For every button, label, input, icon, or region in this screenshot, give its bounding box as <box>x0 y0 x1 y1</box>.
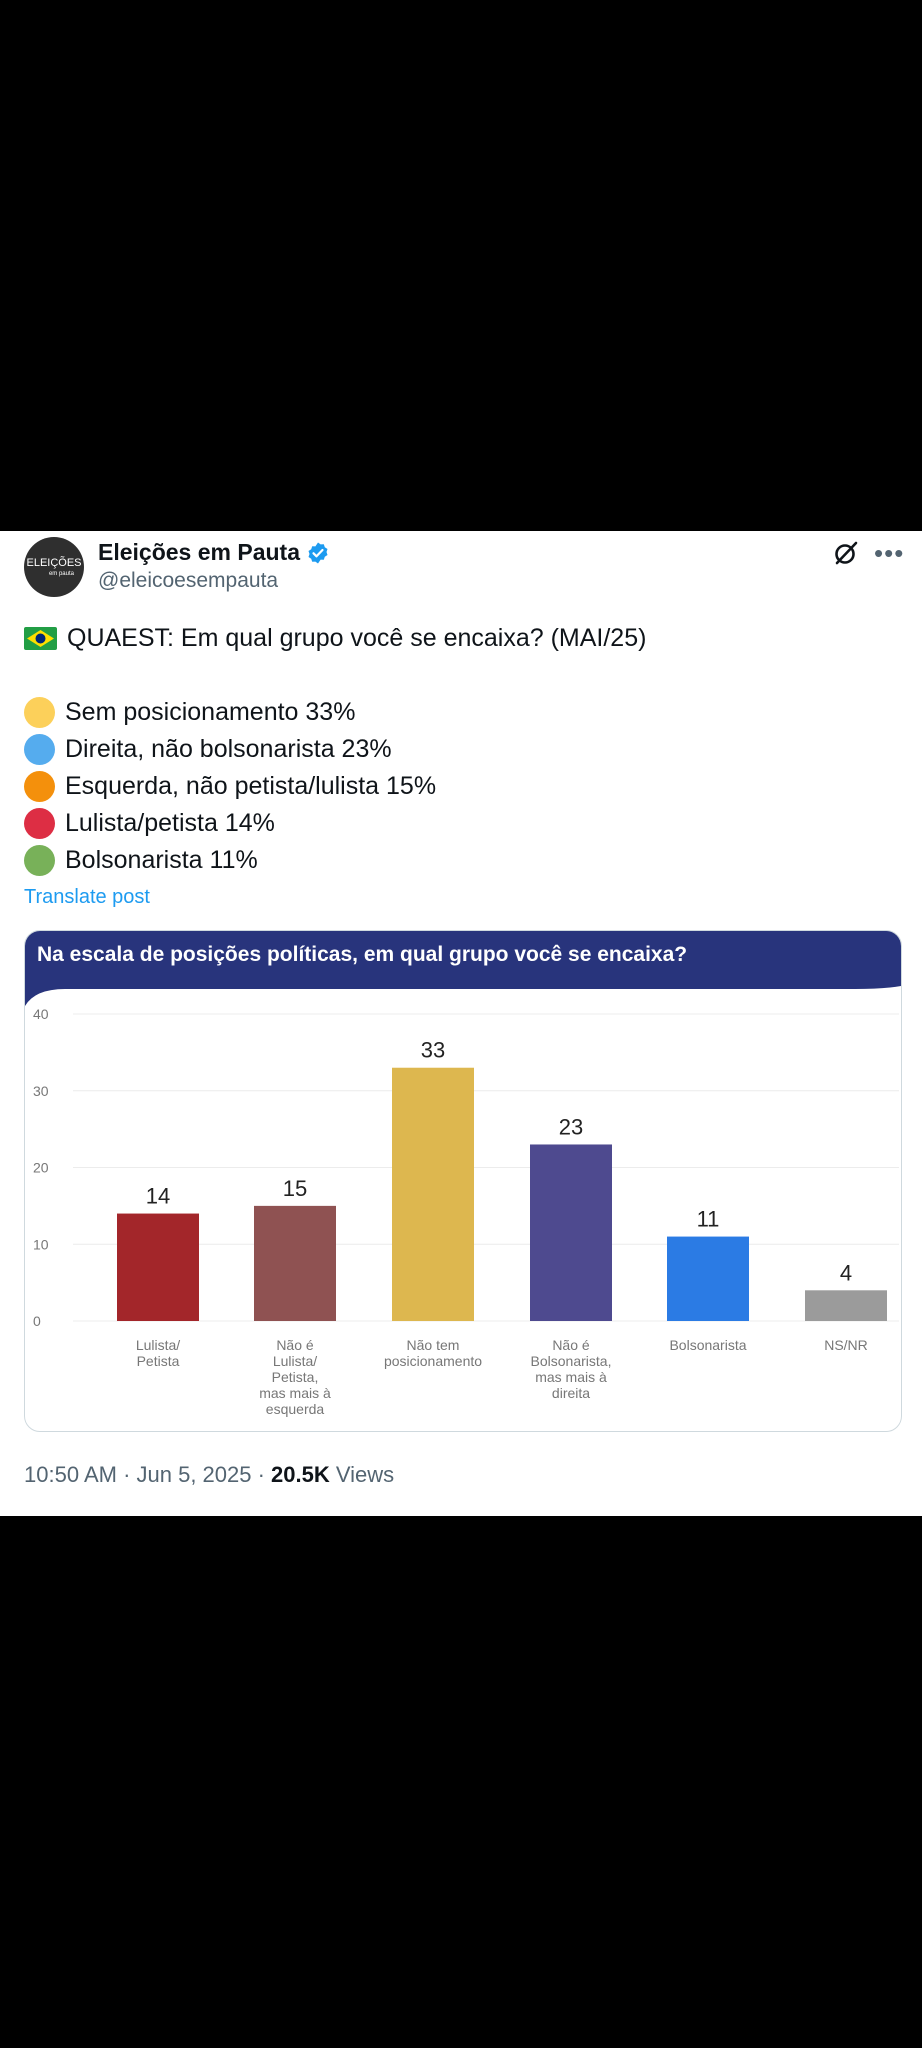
avatar-text: ELEIÇÕES <box>26 556 82 569</box>
author-avatar[interactable]: ELEIÇÕES em pauta <box>24 537 84 597</box>
bar-value-label: 33 <box>421 1038 445 1063</box>
tweet-list-text: Lulista/petista 14% <box>65 809 275 837</box>
x-tick-label: Lulista/Petista <box>136 1337 180 1369</box>
tweet-list-text: Esquerda, não petista/lulista 15% <box>65 772 437 800</box>
bar-value-label: 11 <box>697 1207 720 1232</box>
bar <box>805 1290 887 1321</box>
y-tick-label: 30 <box>33 1083 49 1099</box>
bar-value-label: 14 <box>146 1184 170 1209</box>
y-tick-label: 10 <box>33 1236 49 1252</box>
colored-circle-icon <box>24 771 55 802</box>
x-tick-label: Não é Lulista/Petista, mas mais à esquerda <box>259 1337 331 1417</box>
author-name-text: Eleições em Pauta <box>98 539 300 565</box>
views-label: Views <box>329 1462 395 1487</box>
bar <box>530 1144 612 1321</box>
card-header-banner <box>25 931 901 1006</box>
y-tick-label: 20 <box>33 1160 49 1176</box>
author-handle[interactable]: @eleicoesempauta <box>98 569 279 592</box>
more-icon[interactable]: ••• <box>874 538 905 568</box>
post-timestamp[interactable]: 10:50 AM · Jun 5, 2025 · <box>24 1462 272 1487</box>
author-name[interactable]: Eleições em Pauta <box>98 539 330 566</box>
bar-value-label: 23 <box>559 1114 583 1139</box>
bar <box>117 1213 199 1321</box>
grok-icon[interactable] <box>832 539 860 567</box>
tweet-headline: QUAEST: Em qual grupo você se encaixa? (… <box>24 624 646 653</box>
tweet-list-item: Bolsonarista 11% <box>24 845 258 876</box>
x-tick-label: Não tem posicionamento <box>384 1337 482 1369</box>
brazil-flag-icon <box>24 627 57 650</box>
tweet-list-text: Sem posicionamento 33% <box>65 698 356 726</box>
tweet-list-item: Direita, não bolsonarista 23% <box>24 734 392 765</box>
headline-text: QUAEST: Em qual grupo você se encaixa? (… <box>67 624 647 652</box>
colored-circle-icon <box>24 734 55 765</box>
bar-value-label: 4 <box>840 1260 852 1285</box>
tweet-list-text: Direita, não bolsonarista 23% <box>65 735 392 763</box>
views-count: 20.5K <box>271 1462 330 1487</box>
x-tick-label: Bolsonarista <box>669 1337 746 1353</box>
chart-title: Na escala de posições políticas, em qual… <box>37 943 688 966</box>
bar <box>667 1236 749 1321</box>
tweet-list-text: Bolsonarista 11% <box>65 846 258 874</box>
verified-badge-icon <box>308 542 328 563</box>
tweet-list-item: Esquerda, não petista/lulista 15% <box>24 771 436 802</box>
x-tick-label: NS/NR <box>824 1337 868 1353</box>
x-tick-label: Não é Bolsonarista, mas mais à direita <box>531 1337 612 1401</box>
tweet-list-item: Sem posicionamento 33% <box>24 697 355 728</box>
bar <box>254 1205 336 1321</box>
bar-chart: 0 10 20 30 40 14 Lulista/Petista 15 Não é Lulista… <box>25 931 901 1417</box>
colored-circle-icon <box>24 697 55 728</box>
colored-circle-icon <box>24 808 55 839</box>
bar <box>392 1067 474 1321</box>
avatar-subtext: em pauta <box>48 570 74 577</box>
bar-value-label: 15 <box>283 1176 307 1201</box>
translate-post-link[interactable]: Translate post <box>24 886 150 908</box>
tweet-list-item: Lulista/petista 14% <box>24 808 275 839</box>
colored-circle-icon <box>24 845 55 876</box>
post-meta: 10:50 AM · Jun 5, 2025 · 20.5K Views <box>24 1462 394 1488</box>
y-tick-label: 40 <box>33 1006 49 1022</box>
y-tick-label: 0 <box>33 1313 41 1329</box>
chart-image-card[interactable]: 0 10 20 30 40 14 Lulista/Petista 15 Não é Lulista… <box>24 930 902 1432</box>
